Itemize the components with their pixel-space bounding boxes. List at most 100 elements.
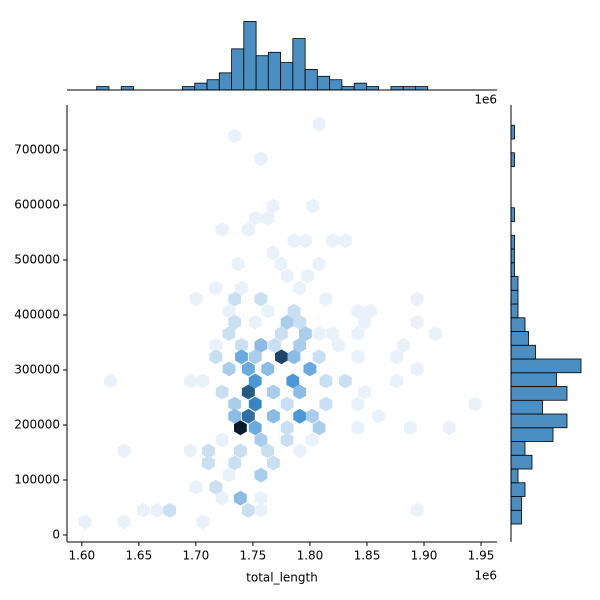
hex-cell	[215, 384, 229, 400]
histogram-bar	[243, 21, 257, 91]
hex-cell	[222, 467, 236, 483]
hex-cell	[202, 443, 215, 459]
hex-cell	[254, 432, 268, 448]
hex-cell	[286, 373, 300, 389]
hex-cell	[248, 396, 262, 412]
histogram-bar	[329, 79, 343, 91]
hex-cell	[261, 361, 275, 377]
hex-cell	[280, 420, 294, 436]
hex-cell	[117, 443, 131, 459]
hex-cell	[266, 198, 280, 214]
hex-cell	[293, 314, 307, 330]
hex-cell	[254, 490, 268, 506]
hex-cell	[299, 233, 312, 249]
hex-cell	[78, 514, 92, 530]
hex-cell	[215, 432, 229, 448]
hex-cell	[228, 314, 242, 330]
hex-cell	[235, 280, 248, 296]
y-tick-label: 700000	[14, 142, 60, 156]
hex-cell	[228, 396, 242, 412]
histogram-bar	[510, 399, 543, 415]
hex-cell	[209, 479, 223, 495]
y-tick-label: 200000	[14, 418, 60, 432]
hex-cell	[351, 396, 365, 412]
hex-cell	[222, 326, 236, 342]
hex-cell	[254, 502, 268, 518]
hex-cell	[267, 384, 280, 400]
x-tick-label: 1.85	[354, 549, 381, 563]
histogram-bar	[316, 75, 331, 91]
hex-cell	[293, 280, 307, 296]
histogram-bar	[366, 86, 380, 91]
x-offset-label: 1e6	[474, 93, 497, 107]
hex-cell	[117, 514, 131, 530]
histogram-bar	[280, 62, 294, 91]
hex-cell	[103, 373, 117, 389]
x-tick-label: 1.65	[125, 549, 152, 563]
hex-cell	[215, 490, 229, 506]
x-offset-label: 1e6	[474, 569, 497, 583]
histogram-bar	[510, 331, 529, 346]
hex-cell	[248, 420, 262, 436]
hex-cell	[293, 384, 307, 400]
hex-cell	[301, 268, 315, 284]
hex-cell	[137, 502, 150, 518]
hex-cell	[410, 361, 424, 377]
hex-cell	[306, 198, 320, 214]
hex-cell	[234, 420, 247, 436]
hex-cell	[351, 349, 365, 365]
hex-cell	[280, 314, 294, 330]
hex-cell	[248, 349, 262, 365]
histogram-bar	[341, 86, 355, 91]
hex-cell	[403, 420, 417, 436]
hex-cell	[163, 502, 177, 518]
histogram-bar	[510, 303, 519, 319]
hex-cell	[248, 373, 262, 389]
hex-cell	[261, 443, 275, 459]
hex-cell	[274, 256, 288, 272]
hex-cell	[326, 326, 340, 342]
histogram-bar	[96, 86, 110, 91]
hex-cell	[429, 326, 442, 342]
hex-cell	[312, 349, 326, 365]
hex-cell	[228, 408, 242, 424]
hex-cell	[287, 349, 301, 365]
hex-cell	[287, 233, 301, 249]
hex-cell	[442, 420, 456, 436]
hex-cell	[231, 256, 245, 272]
hex-cell	[305, 408, 319, 424]
histogram-bar	[510, 496, 522, 511]
hex-cell	[222, 361, 236, 377]
hex-cell	[390, 373, 403, 389]
hex-cell	[248, 314, 262, 330]
hex-cell	[312, 420, 326, 436]
histogram-bar	[255, 55, 269, 91]
hex-cell	[248, 210, 262, 226]
hex-cell	[209, 280, 223, 296]
hex-cell	[410, 502, 424, 518]
hex-cell	[326, 233, 340, 249]
hex-cell	[254, 151, 268, 167]
hex-cell	[397, 337, 410, 353]
hex-cell	[303, 361, 317, 377]
histogram-bar	[510, 317, 526, 332]
hex-cell	[410, 291, 424, 307]
histogram-bar	[510, 124, 515, 140]
histogram-bar	[510, 372, 557, 387]
hex-cell	[241, 408, 255, 424]
histogram-bar	[292, 38, 306, 91]
hex-cell	[254, 291, 268, 307]
hex-cell	[261, 210, 275, 226]
hex-cell	[150, 502, 164, 518]
histogram-bar	[510, 234, 515, 250]
histogram-bar	[353, 82, 367, 91]
hex-cell	[234, 490, 247, 506]
hex-cell	[293, 443, 307, 459]
hex-cell	[261, 303, 275, 319]
hex-cell	[228, 455, 242, 471]
x-tick-label: 1.75	[240, 549, 267, 563]
histogram-bar	[510, 386, 568, 401]
histogram-bar	[510, 509, 522, 525]
y-tick-label: 500000	[14, 252, 60, 266]
hex-cell	[358, 314, 372, 330]
